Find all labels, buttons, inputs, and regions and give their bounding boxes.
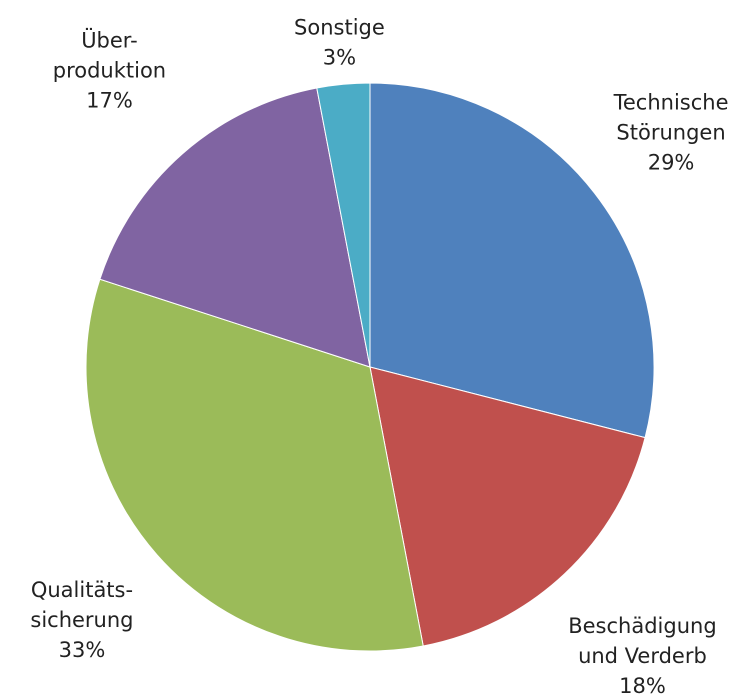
- value-label: 33%: [59, 638, 106, 662]
- slice-label: produktion: [53, 58, 166, 82]
- slice-label: Technische: [613, 90, 729, 114]
- slice-label: Über-: [81, 27, 138, 52]
- value-label: 3%: [323, 45, 356, 69]
- slice-label: Störungen: [616, 120, 725, 144]
- slice-label: Sonstige: [294, 15, 385, 39]
- slice-label: Qualitäts-: [31, 578, 133, 602]
- slice-label: und Verderb: [578, 644, 707, 668]
- value-label: 29%: [648, 150, 695, 174]
- pie-slice: [316, 82, 371, 368]
- slice-label: sicherung: [30, 608, 133, 632]
- pie-slice: [369, 82, 655, 439]
- value-label: 18%: [619, 674, 666, 697]
- slice-label: Beschädigung: [568, 614, 716, 638]
- pie-slice: [99, 87, 371, 368]
- pie-slice: [85, 278, 424, 652]
- value-label: 17%: [86, 88, 133, 112]
- pie-slice: [369, 366, 646, 647]
